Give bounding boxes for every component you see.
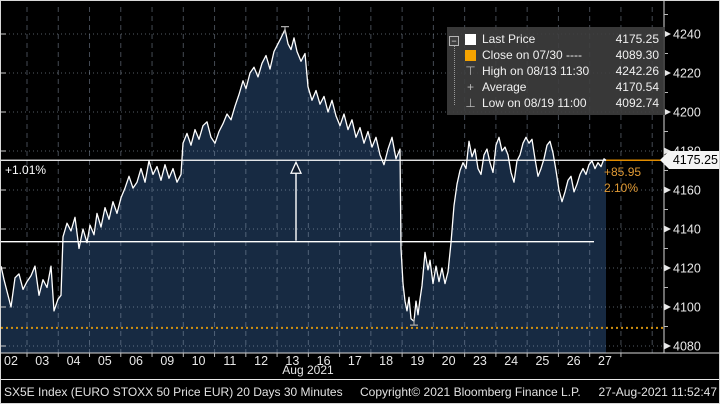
x-axis-tick-label: 13 (285, 354, 299, 368)
x-axis-tick-label: 04 (67, 354, 81, 368)
legend-value: 4092.74 (615, 96, 659, 110)
price-area-fill (1, 29, 606, 353)
x-axis-tick-label: 10 (192, 354, 206, 368)
x-axis-tick-label: 12 (254, 354, 268, 368)
y-axis-tick-label: 4240 (673, 28, 701, 42)
x-axis-tick-label: 24 (504, 354, 518, 368)
y-axis-tick-label: 4220 (673, 67, 701, 81)
legend-value: 4089.30 (615, 48, 659, 62)
y-tick-arrow (664, 303, 671, 311)
close-swatch-icon (465, 49, 476, 61)
y-tick-arrow (664, 186, 671, 194)
legend-label: Last Price (482, 32, 536, 46)
x-axis-tick-label: 20 (442, 354, 456, 368)
y-tick-arrow (664, 264, 671, 272)
y-axis-tick-label: 4140 (673, 223, 701, 237)
date-time-stamp: 27-Aug-2021 11:52:47 (598, 385, 717, 399)
x-axis-tick-label: 18 (379, 354, 393, 368)
x-axis-tick-label: 17 (348, 354, 362, 368)
y-tick-arrow (664, 108, 671, 116)
legend-label: High on 08/13 11:30 (482, 64, 590, 78)
x-axis-tick-label: 11 (223, 354, 236, 368)
legend-value: 4242.26 (615, 64, 659, 78)
legend-row-high[interactable]: ⊤ High on 08/13 11:30 4242.26 (465, 63, 659, 79)
x-axis-tick-label: 25 (535, 354, 549, 368)
low-point-marker (410, 318, 418, 326)
y-tick-arrow (664, 147, 671, 155)
x-axis-tick-label: 26 (567, 354, 581, 368)
low-marker-icon: ⊥ (465, 96, 476, 110)
y-tick-arrow (664, 342, 671, 350)
x-axis-month-label: Aug 2021 (282, 363, 334, 377)
high-marker-icon: ⊤ (465, 64, 476, 78)
legend-row-average[interactable]: + Average 4170.54 (465, 79, 659, 95)
percent-change-annotation: +1.01% (5, 163, 47, 177)
price-line[interactable] (1, 28, 607, 322)
legend-tree-rail (454, 43, 462, 105)
chart-area[interactable]: 4240422042004180416041404120410040800203… (1, 1, 720, 379)
x-axis-tick-label: 06 (129, 354, 143, 368)
price-chart-canvas[interactable]: 4240422042004180416041404120410040800203… (1, 1, 720, 379)
x-axis-tick-label: 05 (98, 354, 112, 368)
y-axis-tick-label: 4120 (673, 262, 701, 276)
legend-expander-icon[interactable]: − (449, 36, 459, 46)
annotation-arrow-head (289, 160, 303, 174)
change-from-close-absolute: +85.95 (604, 165, 642, 179)
copyright-text: Copyright© 2021 Bloomberg Finance L.P. (360, 385, 581, 399)
y-tick-arrow (664, 30, 671, 38)
change-from-close-percent: 2.10% (604, 181, 639, 195)
high-point-marker (281, 25, 289, 34)
legend-value: 4170.54 (615, 80, 659, 94)
last-price-axis-tag: 4175.25 (660, 151, 719, 169)
security-description: SX5E Index (EURO STOXX 50 Price EUR) 20 … (4, 385, 343, 399)
x-axis-tick-label: 19 (410, 354, 424, 368)
y-axis-tick-label: 4100 (673, 301, 701, 315)
legend-panel[interactable]: − Last Price 4175.25 Close on 07/30 ----… (447, 27, 665, 115)
legend-row-close[interactable]: Close on 07/30 ---- 4089.30 (465, 47, 659, 63)
y-axis-tick-label: 4080 (673, 340, 701, 354)
x-axis-tick-label: 16 (317, 354, 331, 368)
legend-row-last-price[interactable]: Last Price 4175.25 (465, 31, 659, 47)
legend-value: 4175.25 (615, 32, 659, 46)
x-axis-tick-label: 27 (598, 354, 612, 368)
y-axis-tick-label: 4200 (673, 106, 701, 120)
y-axis-tick-label: 4160 (673, 184, 701, 198)
x-axis-tick-label: 02 (4, 354, 18, 368)
y-tick-arrow (664, 69, 671, 77)
legend-row-low[interactable]: ⊥ Low on 08/19 11:00 4092.74 (465, 95, 659, 111)
x-axis-tick-label: 09 (160, 354, 174, 368)
x-axis-tick-label: 23 (473, 354, 487, 368)
x-axis-tick-label: 03 (35, 354, 49, 368)
legend-label: Close on 07/30 ---- (482, 48, 583, 62)
average-marker-icon: + (466, 80, 474, 94)
status-bar: SX5E Index (EURO STOXX 50 Price EUR) 20 … (1, 379, 719, 403)
legend-label: Average (482, 80, 527, 94)
legend-label: Low on 08/19 11:00 (482, 96, 587, 110)
y-tick-arrow (664, 225, 671, 233)
last-price-swatch-icon (465, 33, 476, 45)
